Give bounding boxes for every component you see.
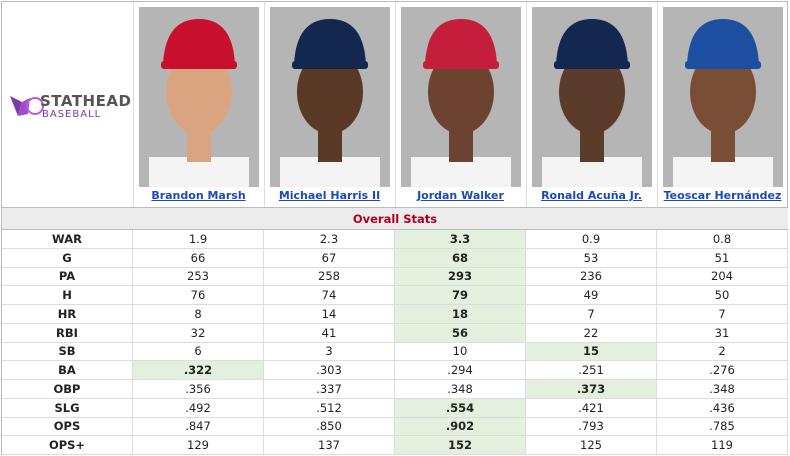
stat-value: .850 (264, 417, 395, 437)
photo-art (280, 19, 380, 187)
stat-value: 137 (264, 436, 395, 455)
stat-value: 2.3 (264, 230, 395, 249)
stat-value: .436 (657, 398, 788, 418)
col-divider (133, 2, 134, 207)
stat-value: .847 (133, 417, 264, 437)
stat-label: RBI (2, 323, 133, 343)
player-name[interactable]: Jordan Walker (417, 189, 504, 202)
stat-label: SLG (2, 398, 133, 418)
player-name[interactable]: Ronald Acuña Jr. (541, 189, 642, 202)
stat-value: .512 (264, 398, 395, 418)
stat-value: 204 (657, 267, 788, 287)
photo-art (673, 19, 773, 187)
stat-label: BA (2, 361, 133, 380)
stat-label: OPS+ (2, 436, 133, 455)
stat-value: 56 (395, 323, 526, 343)
stat-value: 129 (133, 436, 264, 455)
stat-value: .322 (133, 361, 264, 380)
stat-value: .294 (395, 361, 526, 380)
stat-value: 3.3 (395, 230, 526, 249)
stat-label: PA (2, 267, 133, 287)
stat-value: 76 (133, 286, 264, 305)
photo-art (411, 19, 511, 187)
col-divider (264, 2, 265, 207)
stat-value: .348 (395, 380, 526, 399)
stat-value: 67 (264, 248, 395, 268)
photo-art (149, 19, 249, 187)
player-photo (401, 7, 521, 187)
stat-value: 15 (526, 342, 657, 362)
section-title: Overall Stats (2, 207, 788, 230)
stat-value: 293 (395, 267, 526, 287)
col-divider (395, 2, 396, 207)
player-name[interactable]: Teoscar Hernández (663, 189, 782, 202)
stat-value: .373 (526, 380, 657, 399)
player-photo (139, 7, 259, 187)
stat-value: 119 (657, 436, 788, 455)
stat-value: 31 (657, 323, 788, 343)
stat-value: 41 (264, 323, 395, 343)
stat-value: 14 (264, 305, 395, 324)
stat-label: SB (2, 342, 133, 362)
stat-value: .421 (526, 398, 657, 418)
player-photo (532, 7, 652, 187)
stat-value: 53 (526, 248, 657, 268)
stat-value: 152 (395, 436, 526, 455)
logo-mark (10, 96, 44, 116)
stat-value: .337 (264, 380, 395, 399)
stat-value: 125 (526, 436, 657, 455)
stat-label: H (2, 286, 133, 305)
stat-value: 258 (264, 267, 395, 287)
stat-value: 68 (395, 248, 526, 268)
stat-value: 2 (657, 342, 788, 362)
stat-value: 32 (133, 323, 264, 343)
player-name[interactable]: Brandon Marsh (151, 189, 246, 202)
logo-sub: BASEBALL (42, 109, 102, 120)
stat-value: 1.9 (133, 230, 264, 249)
stat-value: 8 (133, 305, 264, 324)
stat-label: OPS (2, 417, 133, 437)
stat-value: .785 (657, 417, 788, 437)
stat-value: 7 (526, 305, 657, 324)
stat-label: WAR (2, 230, 133, 249)
stat-value: 66 (133, 248, 264, 268)
stat-value: .793 (526, 417, 657, 437)
stat-value: 253 (133, 267, 264, 287)
stat-value: .251 (526, 361, 657, 380)
stat-value: 74 (264, 286, 395, 305)
stat-value: 7 (657, 305, 788, 324)
col-divider (526, 2, 527, 207)
stat-value: 10 (395, 342, 526, 362)
photo-art (542, 19, 642, 187)
stat-value: .348 (657, 380, 788, 399)
stat-value: 18 (395, 305, 526, 324)
stat-value: 50 (657, 286, 788, 305)
stat-value: 0.8 (657, 230, 788, 249)
stat-value: .303 (264, 361, 395, 380)
stat-value: .554 (395, 398, 526, 418)
stat-value: 79 (395, 286, 526, 305)
stat-label: OBP (2, 380, 133, 399)
player-photo (270, 7, 390, 187)
stat-value: 6 (133, 342, 264, 362)
stat-value: 49 (526, 286, 657, 305)
stat-value: .902 (395, 417, 526, 437)
stat-value: 51 (657, 248, 788, 268)
player-name[interactable]: Michael Harris II (278, 189, 381, 202)
stat-value: 0.9 (526, 230, 657, 249)
logo-brand: STATHEAD (40, 92, 132, 110)
stat-value: 236 (526, 267, 657, 287)
stat-value: .492 (133, 398, 264, 418)
stat-label: G (2, 248, 133, 268)
stat-value: 3 (264, 342, 395, 362)
stat-label: HR (2, 305, 133, 324)
stat-value: .356 (133, 380, 264, 399)
stat-value: .276 (657, 361, 788, 380)
stat-value: 22 (526, 323, 657, 343)
col-divider (657, 2, 658, 207)
player-photo (663, 7, 783, 187)
